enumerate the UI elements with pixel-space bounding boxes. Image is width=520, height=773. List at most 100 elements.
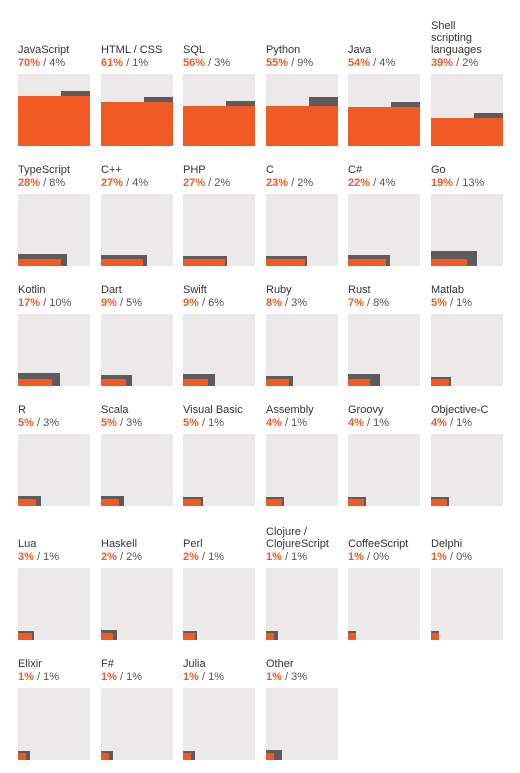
panel-plot <box>18 688 90 760</box>
primary-value-label: 23% <box>266 177 289 189</box>
primary-value-label: 1% <box>266 551 282 563</box>
primary-bar <box>431 499 447 506</box>
panel-title: Objective-C <box>431 404 489 416</box>
panel-title: Ruby <box>266 284 292 296</box>
panel-stats: 39% / 2% <box>431 57 479 69</box>
panel-plot <box>101 74 173 146</box>
panel-stats: 17% / 10% <box>18 297 72 309</box>
primary-value-label: 1% <box>101 671 117 683</box>
language-panel: Rust 7% / 8% <box>348 0 420 773</box>
panel-title: Haskell <box>101 538 138 550</box>
panel-title: Python <box>266 44 301 56</box>
primary-value-label: 4% <box>431 417 447 429</box>
secondary-value-label: 13% <box>462 177 485 189</box>
primary-bar <box>18 379 52 386</box>
primary-value-label: 4% <box>348 417 364 429</box>
secondary-value-label: 8% <box>373 297 389 309</box>
panel-title: Delphi <box>431 538 463 550</box>
primary-value-label: 4% <box>266 417 282 429</box>
primary-value-label: 27% <box>183 177 206 189</box>
panel-title: Scala <box>101 404 129 416</box>
panel-plot <box>18 568 90 640</box>
panel-title: SQL <box>183 44 206 56</box>
primary-value-label: 19% <box>431 177 454 189</box>
secondary-value-label: 4% <box>379 177 396 189</box>
panel-title: Swift <box>183 284 207 296</box>
language-panel: Assembly 4% / 1% <box>266 0 338 773</box>
secondary-value-label: 1% <box>208 551 224 563</box>
panel-plot <box>18 194 90 266</box>
primary-bar <box>431 259 467 266</box>
primary-bar <box>183 259 225 266</box>
language-panel: Lua 3% / 1% <box>18 0 90 773</box>
secondary-value-label: 8% <box>49 177 66 189</box>
primary-bar <box>101 633 113 640</box>
panel-plot <box>431 74 503 146</box>
secondary-value-label: 3% <box>214 57 231 69</box>
secondary-bar <box>266 750 282 760</box>
panel-title: C <box>266 164 274 176</box>
secondary-value-label: 2% <box>126 551 142 563</box>
primary-bar <box>101 102 173 146</box>
panel-title: R <box>18 404 26 416</box>
panel-title: Elixir <box>18 658 42 670</box>
language-panel: Groovy 4% / 1% <box>348 0 420 773</box>
primary-value-label: 56% <box>183 57 206 69</box>
primary-bar <box>431 118 503 146</box>
language-panel: Julia 1% / 1% <box>183 0 255 773</box>
panel-plot <box>18 74 90 146</box>
primary-bar <box>183 379 208 386</box>
primary-bar <box>183 499 201 506</box>
primary-value-label: 17% <box>18 297 41 309</box>
panel-plot <box>348 434 420 506</box>
primary-value-label: 2% <box>101 551 117 563</box>
panel-stats: 28% / 8% <box>18 177 66 189</box>
panel-plot <box>101 434 173 506</box>
language-panel: Matlab 5% / 1% <box>431 0 503 773</box>
panel-title: Dart <box>101 284 122 296</box>
primary-value-label: 1% <box>18 671 34 683</box>
secondary-value-label: 1% <box>456 297 472 309</box>
language-panel: Ruby 8% / 3% <box>266 0 338 773</box>
panel-plot <box>266 314 338 386</box>
panel-title: Matlab <box>431 284 465 296</box>
primary-bar <box>18 259 61 266</box>
panel-plot <box>183 314 255 386</box>
panel-title: Assembly <box>266 404 314 416</box>
panel-title: Shell scripting languages <box>431 20 482 56</box>
primary-bar <box>348 259 386 266</box>
primary-bar <box>101 753 109 760</box>
primary-bar <box>266 633 274 640</box>
panel-stats: 4% / 1% <box>348 417 389 429</box>
panel-title: Perl <box>183 538 203 550</box>
panel-title: Clojure / ClojureScript <box>266 526 329 550</box>
panel-stats: 4% / 1% <box>431 417 472 429</box>
primary-bar <box>266 379 289 386</box>
panel-title: Other <box>266 658 294 670</box>
language-panel: Java 54% / 4% <box>348 0 420 773</box>
language-panel: Other 1% / 3% <box>266 0 338 773</box>
panel-stats: 1% / 1% <box>266 551 307 563</box>
secondary-value-label: 0% <box>373 551 389 563</box>
language-panel: HTML / CSS 61% / 1% <box>101 0 173 773</box>
secondary-value-label: 3% <box>126 417 142 429</box>
panel-plot <box>266 434 338 506</box>
panel-title: Java <box>348 44 372 56</box>
panel-title: Julia <box>183 658 206 670</box>
panel-title: Lua <box>18 538 37 550</box>
panel-title: TypeScript <box>18 164 70 176</box>
language-panel: R 5% / 3% <box>18 0 90 773</box>
primary-bar <box>431 379 449 386</box>
panel-stats: 61% / 1% <box>101 57 149 69</box>
primary-value-label: 2% <box>183 551 199 563</box>
panel-stats: 1% / 1% <box>183 671 224 683</box>
primary-value-label: 1% <box>348 551 364 563</box>
panel-stats: 22% / 4% <box>348 177 396 189</box>
secondary-value-label: 1% <box>456 417 472 429</box>
secondary-value-label: 3% <box>43 417 59 429</box>
secondary-value-label: 1% <box>132 57 149 69</box>
primary-value-label: 54% <box>348 57 371 69</box>
panel-plot <box>431 434 503 506</box>
panel-stats: 1% / 3% <box>266 671 307 683</box>
